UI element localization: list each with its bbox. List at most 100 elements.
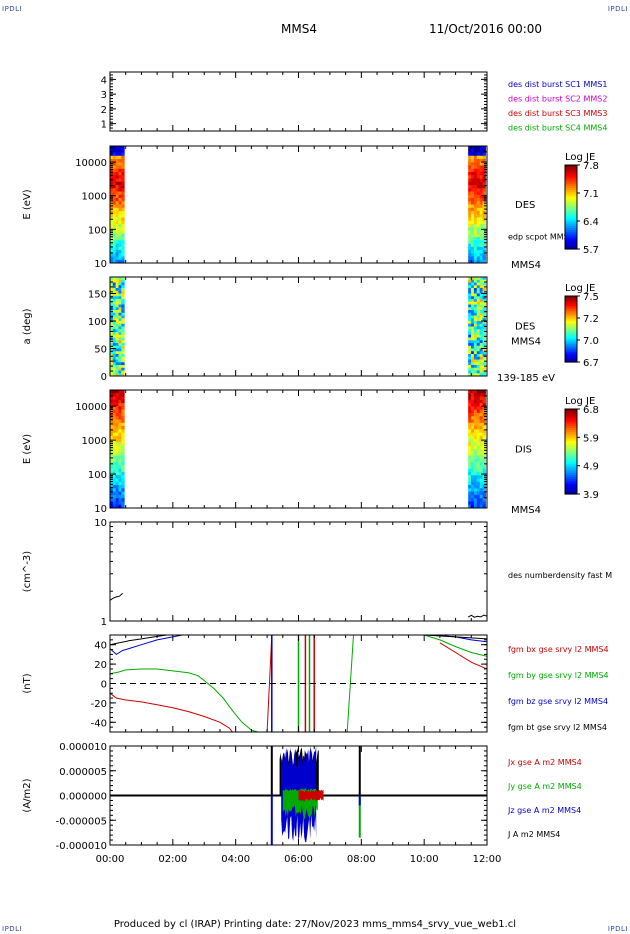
panel-2-heatmap-cell — [110, 370, 114, 374]
panel-3-heatmap-cell — [476, 406, 481, 411]
panel-1-heatmap-cell — [473, 188, 478, 192]
panel-1-heatmap-cell — [115, 181, 119, 186]
panel-2-heatmap-cell — [476, 362, 481, 366]
panel-2-heatmap-cell — [473, 326, 478, 330]
panel-3-heatmap-cell — [476, 399, 481, 404]
panel-1-heatmap-cell — [479, 230, 484, 235]
panel-3-heatmap-cell — [118, 390, 122, 394]
panel-2-heatmap-cell — [479, 288, 484, 292]
panel-3-heatmap-cell — [473, 403, 478, 407]
panel-2-y-tick-label: 150 — [88, 290, 107, 301]
panel-1-heatmap-cell — [110, 220, 114, 225]
panel-3-heatmap-cell — [121, 481, 125, 486]
panel-3-colorbar-band — [565, 447, 577, 450]
panel-1-heatmap-cell — [471, 237, 475, 241]
panel-2-heatmap-cell — [121, 367, 125, 371]
x-tick-label: 12:00 — [473, 854, 502, 865]
panel-1-heatmap-cell — [110, 207, 114, 212]
panel-2-heatmap-cell — [468, 288, 472, 292]
panel-3-heatmap-cell — [468, 409, 472, 414]
panel-3-heatmap-cell — [121, 412, 125, 417]
panel-2-heatmap-cell — [473, 290, 478, 294]
panel-3-heatmap-cell — [112, 409, 117, 414]
panel-1-heatmap-cell — [473, 259, 478, 264]
panel-1-heatmap-cell — [115, 175, 119, 179]
x-tick-label: 06:00 — [284, 854, 313, 865]
panel-3-heatmap-cell — [476, 504, 481, 509]
panel-2-colorbar-band — [565, 309, 577, 312]
panel-2-heatmap-cell — [473, 373, 478, 377]
panel-2-heatmap-cell — [473, 315, 478, 319]
panel-3-colorbar-band — [565, 489, 577, 493]
panel-1-heatmap-cell — [110, 224, 114, 228]
panel-1-heatmap-cell — [112, 253, 117, 257]
panel-2-heatmap-cell — [118, 354, 122, 358]
panel-4-frame — [109, 521, 488, 622]
panel-3-heatmap-cell — [471, 426, 475, 430]
panel-3-heatmap-cell — [110, 406, 114, 411]
panel-2-heatmap-cell — [121, 343, 125, 347]
panel-3-heatmap-cell — [479, 494, 484, 499]
panel-1-heatmap-cell — [482, 240, 486, 244]
panel-1-heatmap-cell — [110, 259, 114, 264]
panel-1-heatmap-cell — [115, 220, 119, 225]
panel-2-heatmap-cell — [476, 285, 481, 289]
panel-3-heatmap-cell — [482, 465, 486, 470]
panel-1-y-tick-label: 100 — [88, 225, 107, 236]
panel-2-heatmap-cell — [118, 312, 122, 316]
panel-3-heatmap-cell — [118, 458, 122, 463]
panel-3-heatmap-cell — [118, 475, 122, 479]
panel-1-heatmap-cell — [473, 224, 478, 228]
panel-3-heatmap-cell — [121, 419, 125, 424]
panel-1-heatmap-cell — [476, 168, 481, 173]
panel-3-heatmap-cell — [471, 435, 475, 440]
panel-1-heatmap-cell — [115, 146, 119, 150]
panel-2-heatmap-cell — [110, 277, 114, 281]
panel-3-heatmap-cell — [476, 445, 481, 450]
panel-2-heatmap-cell — [482, 370, 486, 374]
panel-1-heatmap-cell — [468, 168, 472, 173]
panel-3-heatmap-cell — [476, 429, 481, 434]
panel-3-colorbar-band — [565, 409, 577, 412]
panel-2-heatmap-cell — [468, 343, 472, 347]
panel-2-heatmap-cell — [471, 323, 475, 327]
panel-3-heatmap-cell — [468, 393, 472, 398]
panel-3-heatmap-cell — [479, 481, 484, 486]
panel-3-heatmap-cell — [473, 445, 478, 450]
panel-2-heatmap-cell — [476, 348, 481, 352]
panel-2-heatmap-cell — [476, 299, 481, 303]
panel-1-heatmap-cell — [121, 191, 125, 196]
panel-3-heatmap-cell — [471, 442, 475, 447]
panel-2-heatmap-cell — [471, 334, 475, 338]
panel-2-heatmap-cell — [110, 315, 114, 319]
panel-3-heatmap-cell — [112, 485, 117, 489]
panel-3-heatmap-cell — [471, 445, 475, 450]
panel-2-heatmap-cell — [118, 323, 122, 327]
panel-2-heatmap-cell — [115, 310, 119, 314]
panel-2-heatmap-cell — [468, 329, 472, 333]
panel-2-heatmap-cell — [482, 307, 486, 311]
panel-1-colorbar-band — [565, 225, 577, 229]
panel-2-heatmap-cell — [121, 332, 125, 336]
panel-1-heatmap-cell — [110, 152, 114, 157]
panel-3-heatmap-cell — [110, 416, 114, 420]
panel-3-heatmap-cell — [473, 504, 478, 509]
panel-1-colorbar-band — [565, 244, 577, 248]
panel-1-heatmap-cell — [112, 155, 117, 160]
panel-1-colorbar-band — [565, 192, 577, 195]
panel-2-heatmap-cell — [468, 337, 472, 341]
panel-2-colorbar-tick-label: 6.7 — [583, 358, 599, 369]
panel-2-heatmap-cell — [479, 277, 484, 281]
panel-3-colorbar-band — [565, 436, 577, 440]
panel-3-heatmap-cell — [476, 412, 481, 417]
panel-2-heatmap-cell — [468, 351, 472, 355]
panel-6-y-axis-label: (A/m2) — [22, 778, 33, 812]
panel-1-heatmap-cell — [112, 230, 117, 235]
panel-1-heatmap-cell — [121, 185, 125, 189]
panel-1-heatmap-cell — [479, 204, 484, 209]
panel-2-heatmap-cell — [468, 323, 472, 327]
panel-2-heatmap-cell — [479, 285, 484, 289]
panel-1-heatmap-cell — [468, 191, 472, 196]
panel-1-heatmap-cell — [121, 246, 125, 251]
panel-3-heatmap-cell — [112, 491, 117, 496]
